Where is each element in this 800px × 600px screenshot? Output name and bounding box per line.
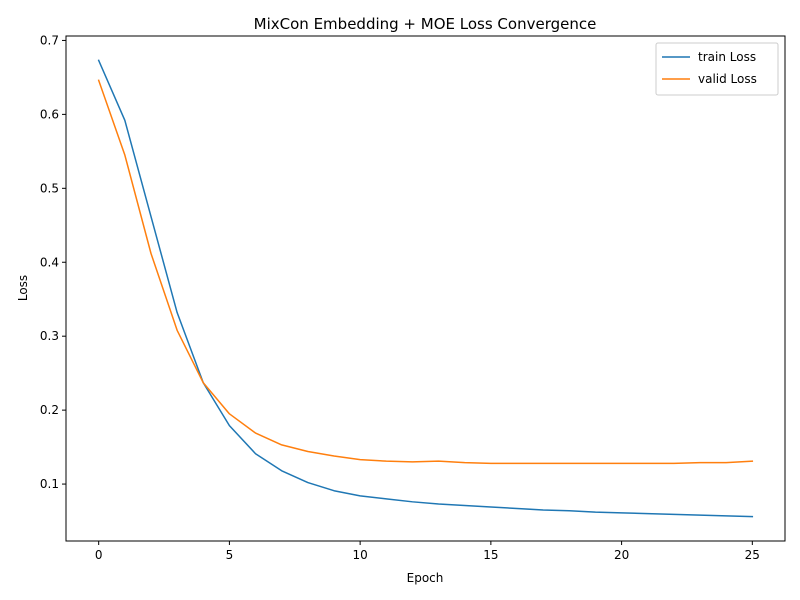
series-lines (97, 59, 754, 518)
x-tick-label: 25 (745, 548, 760, 562)
y-tick-label: 0.6 (40, 107, 59, 121)
chart-title: MixCon Embedding + MOE Loss Convergence (254, 15, 597, 33)
x-tick-label: 10 (352, 548, 367, 562)
y-tick-label: 0.7 (40, 33, 59, 47)
legend-label: valid Loss (698, 72, 757, 86)
y-axis: 0.1 0.2 0.3 0.4 0.5 0.6 0.7 (40, 33, 66, 491)
y-tick-label: 0.2 (40, 403, 59, 417)
y-tick-label: 0.5 (40, 181, 59, 195)
legend-label: train Loss (698, 50, 756, 64)
y-axis-label: Loss (16, 275, 30, 301)
x-tick-label: 20 (614, 548, 629, 562)
y-tick-label: 0.4 (40, 255, 59, 269)
legend-frame (655, 42, 779, 96)
x-tick-label: 5 (226, 548, 234, 562)
x-axis: 0 5 10 15 20 25 (95, 541, 760, 562)
x-tick-label: 0 (95, 548, 103, 562)
x-axis-label: Epoch (407, 571, 444, 585)
y-tick-label: 0.3 (40, 329, 59, 343)
legend: train Loss valid Loss (655, 42, 779, 96)
plot-frame (65, 35, 786, 542)
series-line-1 (97, 79, 754, 465)
x-tick-label: 15 (483, 548, 498, 562)
series-line-0 (97, 59, 754, 518)
plot-area (65, 35, 786, 542)
y-tick-label: 0.1 (40, 477, 59, 491)
